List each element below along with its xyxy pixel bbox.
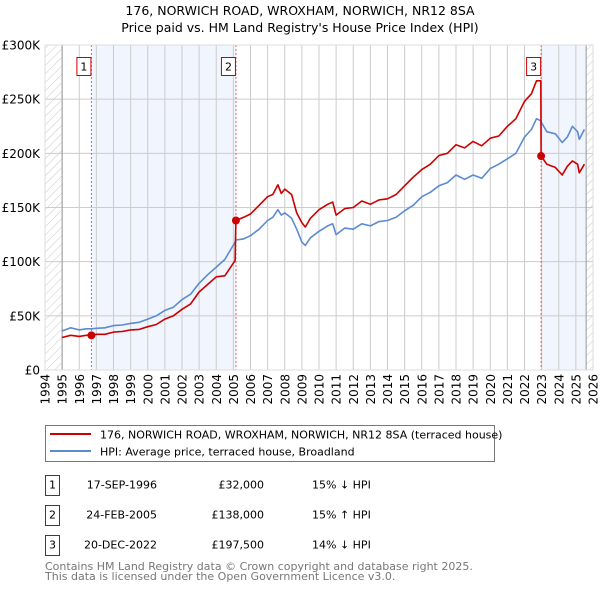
y-tick-label: £50K [9, 309, 41, 323]
row-hpi: 15% ↑ HPI [312, 509, 371, 522]
x-tick-label: 1994 [39, 374, 53, 405]
legend-label-hpi: HPI: Average price, terraced house, Broa… [100, 446, 355, 459]
sale-marker-label: 1 [80, 61, 87, 74]
x-tick-label: 2020 [484, 374, 498, 405]
x-tick-label: 1997 [90, 374, 104, 405]
row-marker: 1 [49, 479, 56, 492]
row-hpi: 15% ↓ HPI [312, 479, 371, 492]
footer-licence: This data is licensed under the Open Gov… [44, 570, 395, 583]
row-date: 24-FEB-2005 [86, 509, 157, 522]
x-tick-label: 1998 [107, 374, 121, 405]
x-tick-label: 2011 [330, 374, 344, 405]
x-tick-label: 1995 [56, 374, 70, 405]
legend-label-property: 176, NORWICH ROAD, WROXHAM, NORWICH, NR1… [100, 429, 502, 442]
x-tick-label: 2018 [450, 374, 464, 405]
chart-title: 176, NORWICH ROAD, WROXHAM, NORWICH, NR1… [125, 3, 475, 18]
x-tick-label: 2015 [398, 374, 412, 405]
table-row: 2 24-FEB-2005 £138,000 15% ↑ HPI [46, 506, 371, 526]
x-tick-label: 2004 [210, 374, 224, 405]
sale-point [537, 152, 545, 160]
y-tick-label: £200K [2, 147, 42, 161]
x-tick-label: 2022 [518, 374, 532, 405]
x-tick-label: 1996 [73, 374, 87, 405]
x-tick-label: 2021 [501, 374, 515, 405]
x-tick-label: 2024 [552, 374, 566, 405]
row-price: £197,500 [212, 539, 265, 552]
legend: 176, NORWICH ROAD, WROXHAM, NORWICH, NR1… [46, 426, 503, 462]
row-marker: 3 [49, 539, 56, 552]
x-tick-label: 2001 [158, 374, 172, 405]
row-marker: 2 [49, 509, 56, 522]
y-tick-label: £300K [2, 39, 42, 53]
x-tick-label: 2026 [587, 374, 600, 405]
x-tick-label: 2006 [244, 374, 258, 405]
x-tick-label: 2005 [227, 374, 241, 405]
y-tick-label: £250K [2, 93, 42, 107]
x-tick-label: 2025 [569, 374, 583, 405]
sale-marker-label: 3 [530, 61, 537, 74]
x-tick-label: 2023 [535, 374, 549, 405]
chart-subtitle: Price paid vs. HM Land Registry's House … [121, 20, 478, 35]
sale-marker-label: 2 [225, 61, 232, 74]
y-tick-label: £150K [2, 201, 42, 215]
sales-table: 1 17-SEP-1996 £32,000 15% ↓ HPI 2 24-FEB… [46, 476, 371, 556]
row-hpi: 14% ↓ HPI [312, 539, 371, 552]
x-tick-label: 2013 [364, 374, 378, 405]
row-price: £32,000 [219, 479, 265, 492]
x-tick-label: 2017 [432, 374, 446, 405]
x-tick-label: 2003 [193, 374, 207, 405]
x-tick-label: 2009 [295, 374, 309, 405]
x-tick-label: 2000 [141, 374, 155, 405]
row-date: 17-SEP-1996 [87, 479, 157, 492]
x-tick-label: 2010 [313, 374, 327, 405]
x-tick-label: 2019 [467, 374, 481, 405]
sale-point [232, 217, 240, 225]
table-row: 3 20-DEC-2022 £197,500 14% ↓ HPI [46, 536, 371, 556]
table-row: 1 17-SEP-1996 £32,000 15% ↓ HPI [46, 476, 371, 496]
sale-point [87, 331, 95, 339]
x-tick-label: 1999 [124, 374, 138, 405]
x-tick-label: 2016 [415, 374, 429, 405]
row-price: £138,000 [212, 509, 265, 522]
x-tick-label: 2014 [381, 374, 395, 405]
x-tick-label: 2007 [261, 374, 275, 405]
x-tick-label: 2002 [176, 374, 190, 405]
x-tick-label: 2012 [347, 374, 361, 405]
y-tick-label: £100K [2, 255, 42, 269]
row-date: 20-DEC-2022 [84, 539, 157, 552]
x-tick-label: 2008 [278, 374, 292, 405]
